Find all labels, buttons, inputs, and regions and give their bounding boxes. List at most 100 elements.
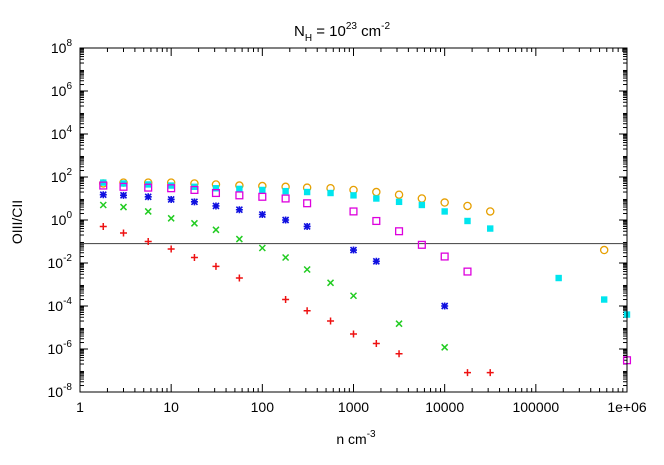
data-point [167, 195, 175, 204]
data-point [440, 198, 449, 207]
data-point [167, 182, 175, 189]
series-open-square [99, 181, 632, 365]
x-tick-label: 100 [251, 399, 275, 415]
data-point [350, 330, 357, 338]
data-point [119, 182, 128, 191]
data-point [282, 253, 290, 262]
data-point [372, 187, 381, 197]
data-point [303, 222, 311, 231]
data-point [372, 216, 381, 226]
data-point [258, 210, 266, 219]
data-point [190, 219, 198, 227]
data-point [212, 226, 220, 234]
data-point [99, 181, 108, 190]
data-point [372, 257, 380, 265]
x-tick-labels: 1 10 100 1000 10000 100000 1e+06 [76, 399, 647, 415]
data-point [258, 192, 267, 201]
x-tick-label: 10 [163, 399, 179, 415]
data-point [282, 216, 290, 224]
data-point [303, 307, 311, 315]
data-point [349, 292, 358, 300]
data-point [303, 188, 311, 196]
data-point [327, 279, 335, 287]
data-point [349, 207, 358, 216]
data-point [144, 207, 152, 215]
y-tick-label: 10-8 [48, 382, 73, 400]
y-tick-label: 10-6 [48, 339, 73, 357]
data-point [327, 317, 335, 325]
data-point [463, 369, 471, 377]
data-point [235, 191, 244, 200]
data-point [487, 225, 494, 232]
data-point [258, 244, 266, 252]
series-filled-square [100, 179, 631, 318]
axis-ticks [79, 47, 628, 393]
data-point [167, 214, 175, 222]
data-point [119, 203, 128, 211]
y-tick-label: 102 [51, 167, 73, 185]
data-point [167, 184, 176, 193]
plot-frame [79, 47, 628, 393]
data-point [350, 192, 357, 199]
data-point [119, 191, 128, 199]
data-point [99, 191, 107, 199]
data-point [281, 194, 290, 203]
data-point [235, 274, 243, 282]
data-point [303, 265, 311, 274]
data-point [555, 274, 562, 282]
data-point [463, 201, 472, 211]
data-point [303, 199, 312, 208]
data-point [211, 188, 221, 198]
data-point [372, 340, 380, 348]
data-point [441, 208, 448, 215]
data-point [464, 217, 471, 225]
data-point [99, 201, 107, 209]
data-point [259, 186, 266, 194]
data-point [119, 229, 127, 237]
data-point [144, 183, 153, 192]
data-point [417, 194, 427, 203]
data-point [190, 198, 199, 206]
data-point [349, 246, 358, 254]
data-point [417, 240, 426, 249]
y-tick-label: 106 [51, 81, 73, 99]
data-point [486, 369, 494, 377]
y-tick-labels: 10-8 10-6 10-4 10-2 100 102 104 106 108 [48, 38, 73, 400]
data-point [327, 189, 334, 197]
y-tick-label: 10-2 [48, 253, 73, 271]
data-point [395, 320, 403, 328]
data-point [190, 254, 198, 262]
data-point [235, 235, 243, 243]
data-point [236, 185, 243, 193]
data-points [99, 178, 632, 377]
data-point [395, 227, 404, 236]
y-axis-label: OIII/CII [9, 200, 25, 244]
data-point [167, 245, 175, 253]
data-point [282, 296, 290, 304]
y-tick-label: 10-4 [48, 296, 73, 314]
data-point [418, 201, 426, 209]
x-tick-label: 1e+06 [607, 399, 647, 415]
data-point [600, 296, 608, 303]
data-point [99, 222, 107, 230]
series-x [99, 201, 449, 351]
data-point [144, 238, 152, 245]
series-circle [99, 178, 609, 255]
data-point [282, 187, 289, 195]
data-point [395, 198, 403, 206]
x-tick-label: 1000 [338, 399, 369, 415]
data-point [190, 185, 199, 194]
data-point [485, 207, 495, 216]
data-point [599, 245, 609, 255]
x-axis-label: n cm-3 [336, 429, 376, 447]
data-point [144, 193, 152, 201]
y-tick-label: 100 [51, 210, 73, 228]
x-tick-label: 10000 [425, 399, 464, 415]
data-point [395, 350, 403, 358]
x-tick-label: 100000 [512, 399, 559, 415]
data-point [463, 267, 472, 276]
series-star [99, 191, 449, 310]
data-point [212, 262, 220, 270]
data-point [212, 185, 220, 192]
